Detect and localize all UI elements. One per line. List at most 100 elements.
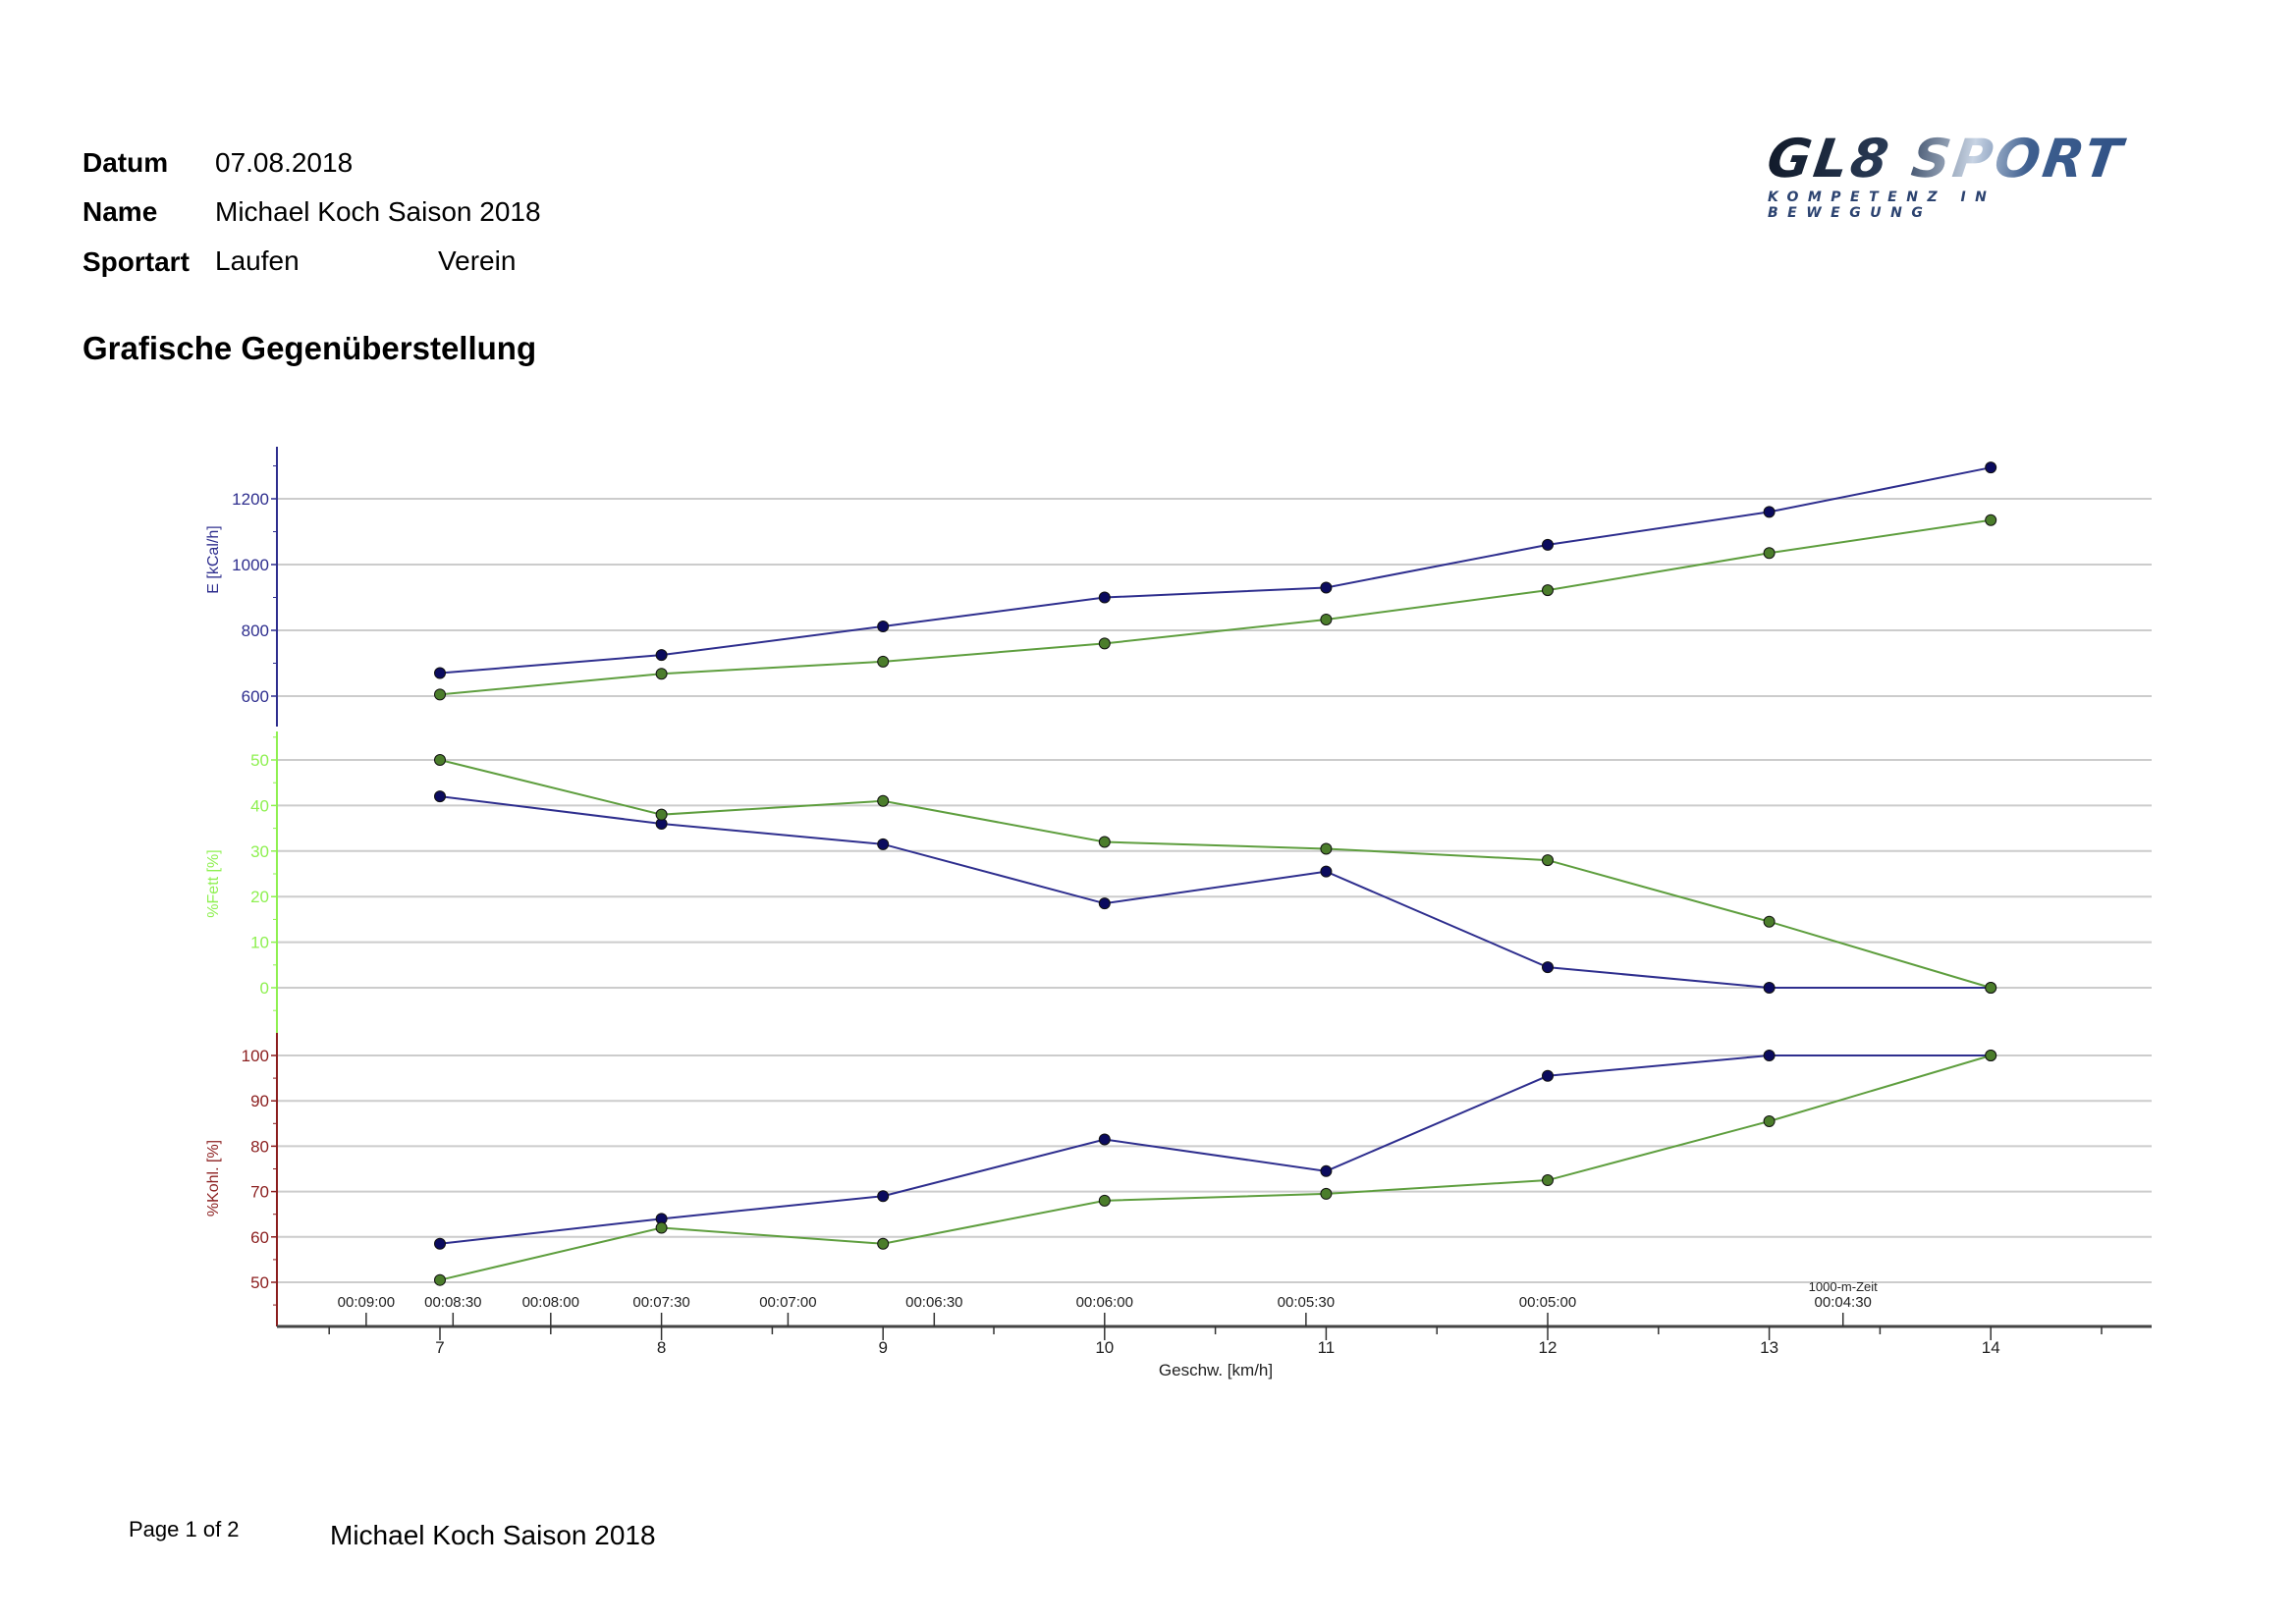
series-line-green (439, 1054, 1992, 1281)
data-point-blue (1320, 865, 1333, 878)
pace-tick-label: 00:06:30 (905, 1294, 962, 1311)
y-tick-label: 20 (250, 888, 269, 906)
data-point-green (1985, 982, 1997, 994)
sportart-label: Sportart (82, 246, 190, 277)
data-point-blue (1985, 461, 1997, 474)
series-line-blue (439, 795, 1992, 989)
data-point-blue (877, 838, 890, 850)
y-axis-title: E [kCal/h] (205, 525, 222, 593)
data-point-blue (434, 667, 446, 679)
data-point-green (434, 688, 446, 701)
data-point-blue (434, 1237, 446, 1250)
pace-axis-title: 1000-m-Zeit (1809, 1279, 1878, 1294)
x-tick-label: 14 (1982, 1338, 2000, 1357)
data-point-blue (1542, 1069, 1554, 1082)
series-line-green (439, 518, 1992, 696)
y-tick-label: 10 (250, 934, 269, 952)
y-tick-label: 50 (250, 1273, 269, 1292)
pace-tick-label: 00:05:30 (1278, 1294, 1335, 1311)
data-point-green (1542, 584, 1554, 597)
data-point-green (1098, 836, 1111, 848)
data-point-blue (1763, 982, 1776, 994)
pace-tick-label: 00:09:00 (338, 1294, 395, 1311)
data-point-green (655, 808, 668, 821)
y-tick-label: 1200 (232, 490, 269, 509)
y-tick-label: 600 (242, 687, 269, 706)
data-point-blue (1098, 591, 1111, 604)
data-point-green (434, 1273, 446, 1286)
data-point-green (655, 668, 668, 680)
datum-label: Datum (82, 147, 169, 178)
x-tick-label: 8 (657, 1338, 666, 1357)
y-tick-label: 80 (250, 1137, 269, 1156)
data-point-green (434, 754, 446, 766)
series-line-blue (439, 466, 1992, 675)
data-point-green (1985, 1050, 1997, 1061)
name-value: Michael Koch Saison 2018 (215, 196, 541, 227)
data-point-blue (1320, 1164, 1333, 1177)
y-tick-label: 60 (250, 1228, 269, 1247)
sportart-value: Laufen (215, 245, 300, 276)
data-point-blue (877, 1190, 890, 1203)
series-line-green (439, 759, 1992, 989)
y-tick-label: 100 (242, 1047, 269, 1065)
data-point-green (1542, 854, 1554, 867)
data-point-green (1320, 613, 1333, 625)
y-tick-label: 0 (260, 979, 269, 998)
data-point-green (1763, 915, 1776, 928)
data-point-green (1320, 1187, 1333, 1200)
verein-label: Verein (438, 245, 517, 276)
x-tick-label: 12 (1539, 1338, 1558, 1357)
data-point-green (1098, 637, 1111, 650)
data-point-green (655, 1221, 668, 1234)
section-title: Grafische Gegenüberstellung (82, 330, 537, 366)
data-point-green (877, 794, 890, 807)
y-tick-label: 800 (242, 622, 269, 640)
footer-name: Michael Koch Saison 2018 (330, 1520, 656, 1550)
data-point-blue (877, 620, 890, 632)
x-axis-title: Geschw. [km/h] (1159, 1361, 1273, 1379)
data-point-blue (655, 649, 668, 662)
logo-tagline: KOMPETENZ IN BEWEGUNG (1768, 189, 1996, 221)
page-number: Page 1 of 2 (129, 1517, 240, 1541)
data-point-blue (1098, 1133, 1111, 1146)
pace-tick-label: 00:06:00 (1076, 1294, 1133, 1311)
y-tick-label: 30 (250, 842, 269, 861)
y-tick-label: 50 (250, 751, 269, 770)
pace-tick-label: 00:08:00 (522, 1294, 579, 1311)
data-point-green (1985, 514, 1997, 526)
y-axis-title: %Kohl. [%] (205, 1140, 222, 1216)
datum-value: 07.08.2018 (215, 147, 354, 178)
data-point-blue (1542, 961, 1554, 974)
y-tick-label: 90 (250, 1092, 269, 1110)
data-point-blue (1763, 1050, 1776, 1061)
name-label: Name (82, 196, 158, 227)
pace-tick-label: 00:08:30 (424, 1294, 481, 1311)
data-point-green (877, 1237, 890, 1250)
data-point-blue (1098, 897, 1111, 910)
y-tick-label: 40 (250, 796, 269, 815)
pace-tick-label: 00:05:00 (1519, 1294, 1576, 1311)
data-point-blue (434, 790, 446, 803)
y-axis-title: %Fett [%] (205, 849, 222, 917)
data-point-blue (1320, 581, 1333, 594)
data-point-blue (1763, 506, 1776, 518)
y-tick-label: 70 (250, 1183, 269, 1202)
gl8-sport-logo: GL8 SPORT KOMPETENZ IN BEWEGUNG (1764, 128, 2141, 221)
pace-tick-label: 00:04:30 (1815, 1294, 1872, 1311)
x-tick-label: 13 (1760, 1338, 1778, 1357)
data-point-green (877, 655, 890, 668)
x-tick-label: 10 (1095, 1338, 1114, 1357)
y-tick-label: 1000 (232, 556, 269, 574)
data-point-green (1542, 1174, 1554, 1187)
data-point-green (1763, 547, 1776, 560)
data-point-green (1320, 842, 1333, 855)
data-point-green (1763, 1114, 1776, 1127)
series-line-blue (439, 1054, 1992, 1245)
x-tick-label: 7 (435, 1338, 444, 1357)
x-tick-label: 11 (1318, 1338, 1336, 1357)
x-tick-label: 9 (878, 1338, 887, 1357)
pace-tick-label: 00:07:00 (759, 1294, 816, 1311)
data-point-blue (1542, 538, 1554, 551)
